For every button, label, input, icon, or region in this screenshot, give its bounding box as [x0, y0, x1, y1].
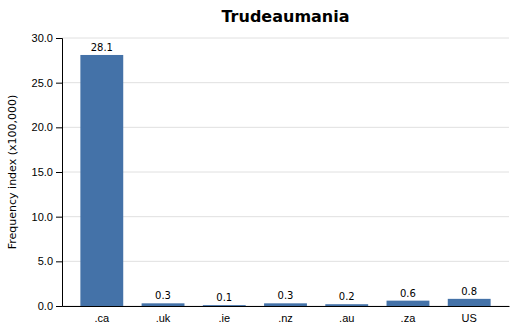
axis-line: [63, 306, 510, 307]
grid-line: [62, 261, 509, 262]
grid-line: [62, 38, 509, 39]
x-tick: .za: [401, 312, 417, 324]
grid-line: [62, 172, 509, 173]
x-tick: .uk: [156, 312, 171, 324]
grid-line: [62, 216, 509, 217]
tick-label: 10.0: [32, 211, 53, 223]
y-tick: 30.0: [32, 32, 62, 44]
data-label: 0.8: [461, 286, 477, 297]
tick-mark: [56, 172, 62, 173]
tick-mark: [56, 217, 62, 218]
bars: [80, 55, 490, 306]
axis-line: [56, 39, 63, 307]
tick-mark: [56, 127, 62, 128]
bar: [325, 304, 368, 306]
title: Trudeaumania: [221, 7, 349, 26]
bar: [264, 303, 307, 306]
data-label: 0.6: [400, 288, 416, 299]
x-tick: US: [462, 312, 477, 324]
data-labels: 28.1 0.3 0.1 0.3 0.2 0.6 0.8: [91, 42, 477, 303]
tick-label: 30.0: [32, 32, 53, 44]
tick-mark: [56, 261, 62, 262]
tick-label: .ie: [218, 312, 230, 324]
tick-mark: [56, 38, 62, 39]
tick-label: .nz: [278, 312, 293, 324]
x-tick: .ca: [94, 312, 110, 324]
tick-label: 25.0: [32, 77, 53, 89]
x-tick: .nz: [278, 312, 293, 324]
tick-label: 15.0: [32, 166, 53, 178]
y-tick: 5.0: [38, 255, 62, 267]
x-axis: .ca .uk .ie .nz .au .za US: [63, 307, 510, 324]
bar: [387, 301, 430, 306]
bar: [142, 303, 185, 306]
tick-label: US: [462, 312, 477, 324]
tick-label: 5.0: [38, 255, 53, 267]
data-label: 0.3: [155, 290, 171, 301]
bar: [80, 55, 123, 306]
data-label: 0.3: [278, 290, 294, 301]
bar: [448, 299, 491, 306]
y-axis: 0.0 5.0 10.0 15.0 20.0 25.0 30.0: [32, 32, 63, 312]
y-axis-title: Frequency index (x100,000): [6, 95, 19, 250]
y-tick: 25.0: [32, 77, 62, 89]
grid: [62, 38, 509, 306]
plot: 0.0 5.0 10.0 15.0 20.0 25.0 30.0 .ca .uk .ie .nz .a…: [32, 32, 510, 324]
tick-label: .ca: [94, 312, 110, 324]
data-label: 28.1: [91, 42, 113, 53]
tick-mark: [56, 83, 62, 84]
tick-label: .za: [401, 312, 417, 324]
tick-mark: [56, 306, 62, 307]
tick-label: 0.0: [38, 300, 53, 312]
x-tick: .au: [339, 312, 354, 324]
tick-label: .uk: [156, 312, 171, 324]
y-tick: 10.0: [32, 211, 62, 223]
grid-line: [62, 82, 509, 83]
grid-line: [62, 127, 509, 128]
y-tick: 15.0: [32, 166, 62, 178]
bar: [203, 305, 246, 306]
x-tick: .ie: [218, 312, 230, 324]
tick-label: 20.0: [32, 121, 53, 133]
tick-label: .au: [339, 312, 354, 324]
y-tick: 20.0: [32, 121, 62, 133]
data-label: 0.1: [216, 292, 232, 303]
data-label: 0.2: [339, 291, 355, 302]
chart: 0.0 5.0 10.0 15.0 20.0 25.0 30.0 .ca .uk .ie .nz .a…: [0, 0, 523, 334]
y-tick: 0.0: [38, 300, 62, 312]
